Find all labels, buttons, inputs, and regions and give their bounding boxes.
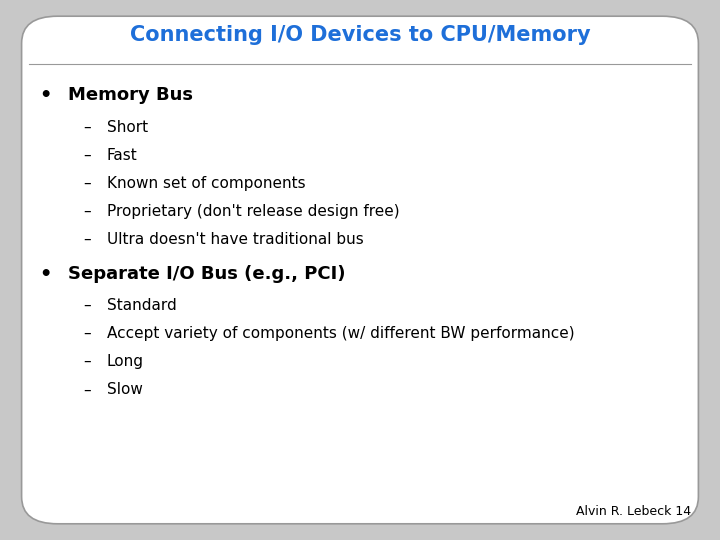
Text: Memory Bus: Memory Bus <box>68 86 194 104</box>
Text: Slow: Slow <box>107 382 143 397</box>
Text: –: – <box>83 326 91 341</box>
Text: –: – <box>83 120 91 135</box>
Text: Connecting I/O Devices to CPU/Memory: Connecting I/O Devices to CPU/Memory <box>130 25 590 45</box>
Text: Ultra doesn't have traditional bus: Ultra doesn't have traditional bus <box>107 232 364 247</box>
Text: –: – <box>83 176 91 191</box>
Text: Standard: Standard <box>107 298 176 313</box>
Text: Proprietary (don't release design free): Proprietary (don't release design free) <box>107 204 399 219</box>
Text: –: – <box>83 148 91 163</box>
Text: •: • <box>40 86 52 105</box>
Text: –: – <box>83 204 91 219</box>
Text: Alvin R. Lebeck 14: Alvin R. Lebeck 14 <box>576 505 691 518</box>
Text: –: – <box>83 354 91 369</box>
Text: –: – <box>83 298 91 313</box>
Text: –: – <box>83 382 91 397</box>
Text: •: • <box>40 265 52 284</box>
Text: Known set of components: Known set of components <box>107 176 305 191</box>
Text: Fast: Fast <box>107 148 138 163</box>
Text: Short: Short <box>107 120 148 135</box>
Text: –: – <box>83 232 91 247</box>
Text: Separate I/O Bus (e.g., PCI): Separate I/O Bus (e.g., PCI) <box>68 265 346 282</box>
FancyBboxPatch shape <box>22 16 698 524</box>
Text: Long: Long <box>107 354 143 369</box>
Text: Accept variety of components (w/ different BW performance): Accept variety of components (w/ differe… <box>107 326 574 341</box>
